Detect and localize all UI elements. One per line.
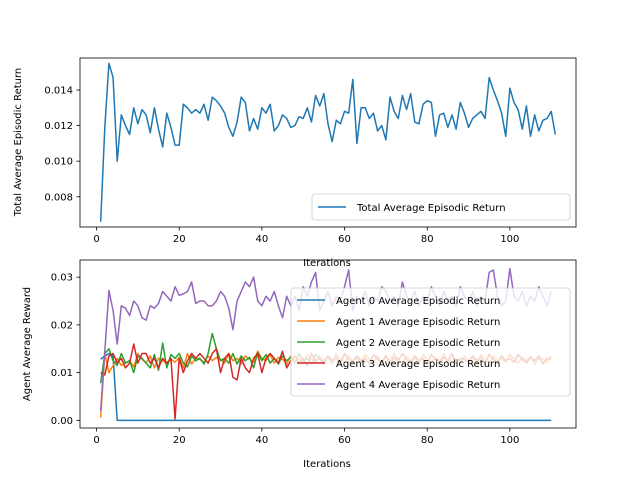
- total-return-y-tick-label: 0.008: [44, 192, 73, 203]
- agent-reward-y-tick-label: 0.02: [51, 320, 73, 331]
- total-return-x-axis-label: Iterations: [303, 258, 351, 269]
- total-return-x-tick-label: 0: [93, 234, 99, 245]
- agent-reward-y-ticks: 0.00 0.01 0.02 0.03: [51, 273, 80, 427]
- total-return-x-tick-label: 40: [255, 234, 268, 245]
- legend-label-agent-4: Agent 4 Average Episodic Return: [336, 380, 500, 391]
- agent-reward-y-axis-label: Agent Average Reward: [22, 287, 33, 401]
- agent-reward-x-tick-label: 20: [173, 435, 186, 446]
- legend-label-total: Total Average Episodic Return: [356, 203, 506, 214]
- total-return-x-tick-label: 20: [173, 234, 186, 245]
- agent-reward-y-tick-label: 0.00: [51, 416, 73, 427]
- legend-label-agent-3: Agent 3 Average Episodic Return: [336, 359, 500, 370]
- total-return-x-tick-label: 100: [500, 234, 519, 245]
- agent-reward-x-tick-label: 80: [421, 435, 434, 446]
- agent-reward-x-ticks: 0 20 40 60 80 100: [93, 428, 519, 446]
- total-return-y-tick-label: 0.014: [44, 86, 73, 97]
- total-return-x-tick-label: 80: [421, 234, 434, 245]
- total-return-x-ticks: 0 20 40 60 80 100: [93, 227, 519, 245]
- total-return-lines: [99, 62, 557, 222]
- total-return-axes-frame: [79, 57, 577, 228]
- legend-label-agent-1: Agent 1 Average Episodic Return: [336, 317, 500, 328]
- legend-label-agent-2: Agent 2 Average Episodic Return: [336, 338, 500, 349]
- total-return-y-axis-label: Total Average Episodic Return: [13, 68, 24, 218]
- total-return-y-ticks: 0.008 0.010 0.012 0.014: [44, 86, 80, 203]
- agent-reward-legend: Agent 0 Average Episodic Return Agent 1 …: [290, 287, 571, 397]
- legend-label-agent-0: Agent 0 Average Episodic Return: [336, 296, 500, 307]
- agent-reward-legend-box: [290, 287, 571, 397]
- agent-reward-subplot: 0 20 40 60 80 100 0.00 0.01 0.02 0.03 Iterations…: [22, 259, 577, 470]
- agent-reward-series-line-0: [100, 352, 552, 422]
- agent-reward-x-tick-label: 0: [93, 435, 99, 446]
- agent-reward-x-axis-label: Iterations: [303, 459, 351, 470]
- total-return-x-tick-label: 60: [338, 234, 351, 245]
- agent-reward-x-tick-label: 60: [338, 435, 351, 446]
- agent-reward-y-tick-label: 0.01: [51, 368, 73, 379]
- agent-reward-y-tick-label: 0.03: [51, 273, 73, 284]
- total-return-subplot: 0 20 40 60 80 100 0.008 0.010 0.012 0.014 Iterat…: [13, 57, 577, 269]
- total-return-y-tick-label: 0.012: [44, 121, 73, 132]
- agent-reward-axes-frame: [79, 259, 577, 429]
- total-return-y-tick-label: 0.010: [44, 157, 73, 168]
- total-return-legend-box: [311, 193, 571, 221]
- agent-reward-x-tick-label: 100: [500, 435, 519, 446]
- total-return-legend: Total Average Episodic Return: [311, 193, 571, 221]
- total-return-series-line-0: [99, 62, 557, 222]
- agent-reward-x-tick-label: 40: [255, 435, 268, 446]
